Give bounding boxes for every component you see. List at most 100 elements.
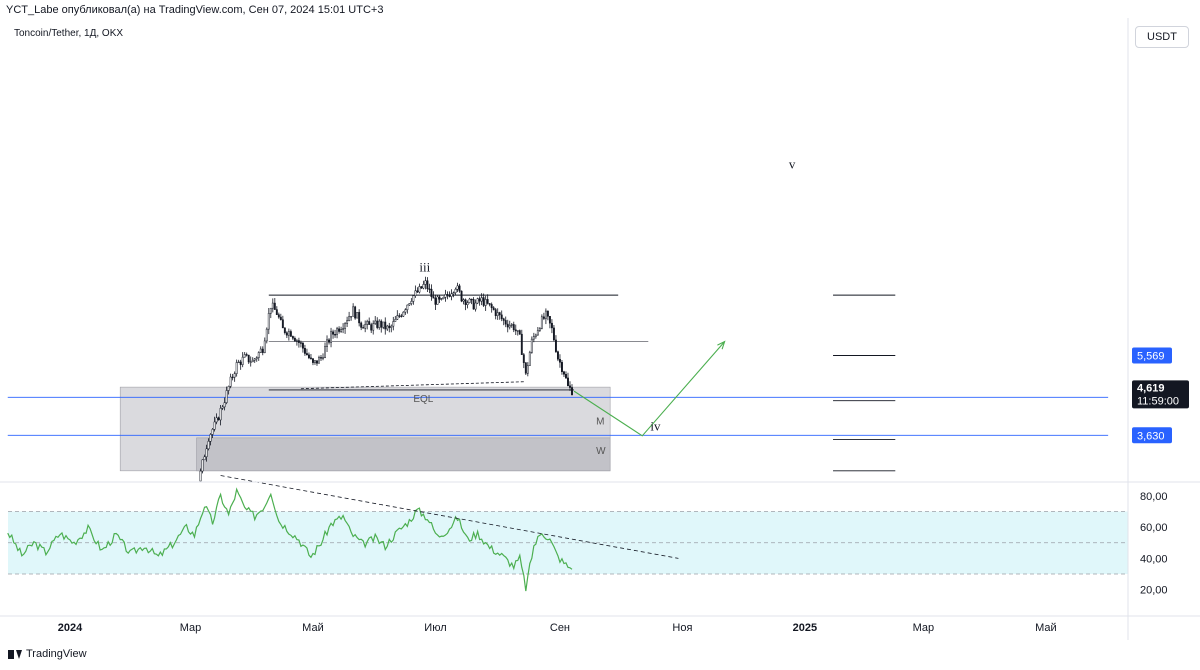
candle-body [326,339,328,347]
wave-projection [573,340,726,437]
candle-body [386,325,389,330]
candle-body [418,286,421,293]
rsi-line [7,487,573,592]
time-tick-label: Май [302,622,324,634]
candle-body [396,315,399,320]
candle-body [354,306,357,319]
tradingview-brand[interactable]: TradingView [8,648,87,660]
candle-body [406,304,409,310]
candle-body [209,434,212,442]
candle-body [442,296,445,299]
candle-body [328,339,330,343]
candle-body [565,374,567,379]
currency-button[interactable]: USDT [1135,26,1189,48]
candle-body [231,376,234,379]
candle-body [221,406,224,409]
candle-body [404,309,407,313]
candle-body [474,302,477,310]
candle-body [245,354,248,356]
candle-body [412,295,415,302]
candle-body [424,280,427,285]
wave-label-iii: iii [419,259,430,274]
candle-body [388,325,391,328]
symbol-title[interactable]: Toncoin/Tether, 1Д, OKX [14,28,124,39]
candle-body [271,302,274,309]
candle-body [470,298,473,301]
candle-body [422,284,425,289]
candle-body [484,299,487,306]
candle-body [289,331,292,337]
time-tick-label: Ноя [672,622,692,634]
candle-body [444,294,447,298]
candle-body [571,387,573,396]
candle-body [342,328,345,330]
candle-body [344,323,347,329]
candle-body [494,309,497,316]
candle-body [312,358,314,363]
candle-body [476,298,479,304]
candle-body [243,354,246,358]
brand-label: TradingView [26,648,87,660]
candle-body [301,342,304,349]
candle-body [480,297,483,302]
candle-body [259,348,262,353]
wave-label-iv: iv [650,419,661,434]
candle-body [203,456,206,461]
candle-body [548,316,551,324]
rsi-tick-label: 40,00 [1140,553,1168,565]
candle-body [261,348,264,353]
candle-body [310,357,312,359]
candle-body [277,314,280,318]
candle-body [392,321,395,327]
candle-body [550,322,553,329]
candle-body [219,408,222,421]
candle-body [486,299,489,304]
candle-body [452,292,455,295]
candle-body [448,295,451,297]
candle-body [207,441,210,450]
candle-body [530,338,533,353]
price-tag [1132,347,1172,364]
candle-body [426,280,429,290]
last-price-tag [1132,380,1189,409]
candle-body [567,377,569,387]
candle-body [478,298,481,302]
candle-body [434,297,437,305]
price-tag-label: 3,630 [1137,430,1165,442]
time-tick-label: Май [1035,622,1057,634]
candle-body [247,354,250,363]
candle-body [237,361,240,364]
candle-body [372,323,375,331]
time-tick-label: Мар [913,622,935,634]
candle-body [332,331,334,335]
time-tick-label: Сен [550,622,570,634]
candle-body [524,362,527,374]
candle-body [305,353,308,356]
rsi-tick-label: 60,00 [1140,522,1168,534]
candle-body [217,417,220,421]
time-tick-label: Мар [180,622,202,634]
candle-body [293,338,296,342]
candle-body [462,299,465,302]
candle-body [563,371,565,375]
candle-body [297,340,300,343]
tradingview-logo-icon [8,649,22,659]
candle-body [295,340,298,342]
candle-body [308,354,310,359]
candle-body [366,321,369,325]
candle-body [502,318,505,321]
time-tick-label: Июл [424,622,446,634]
candle-body [285,332,288,336]
rsi-pane [7,475,1128,592]
candle-body [324,346,326,358]
candle-body [488,303,491,305]
candle-body [322,357,324,359]
candle-body [492,307,495,310]
candle-body [346,320,349,324]
candle-body [201,459,204,472]
candle-body [496,312,499,316]
candle-body [526,365,529,374]
eql-dashed-line [300,381,526,390]
time-tick-label: 2024 [58,622,83,634]
